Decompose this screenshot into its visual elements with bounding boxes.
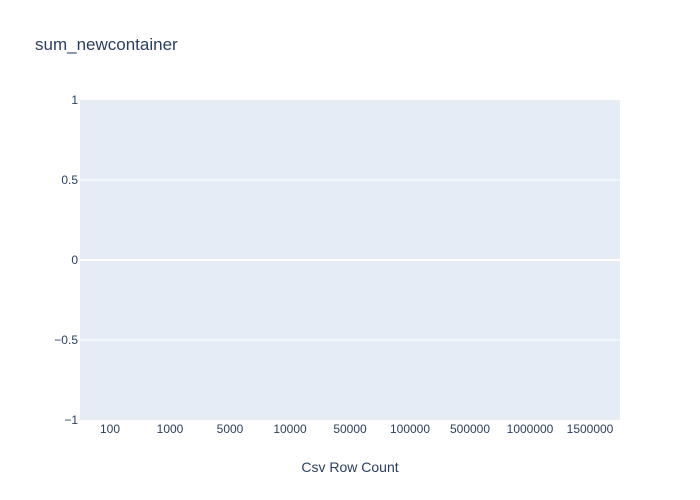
- x-tick-label: 10000: [273, 422, 307, 436]
- y-tick-label: −0.5: [54, 333, 78, 347]
- x-tick-label: 1000000: [507, 422, 554, 436]
- y-tick-label: 0: [71, 253, 78, 267]
- y-tick-label: 1: [71, 93, 78, 107]
- x-axis-tick-labels: 100 1000 5000 10000 50000 100000 500000 1000000…: [100, 422, 614, 436]
- x-tick-label: 1500000: [567, 422, 614, 436]
- y-axis-tick-labels: 1 0.5 0 −0.5 −1: [54, 93, 78, 427]
- y-tick-label: 0.5: [61, 173, 78, 187]
- x-axis-title: Csv Row Count: [301, 459, 398, 475]
- x-tick-label: 100: [100, 422, 120, 436]
- x-tick-label: 50000: [333, 422, 367, 436]
- x-tick-label: 100000: [390, 422, 430, 436]
- y-tick-label: −1: [64, 413, 78, 427]
- chart-title: sum_newcontainer: [35, 35, 178, 54]
- x-tick-label: 1000: [157, 422, 184, 436]
- x-tick-label: 5000: [217, 422, 244, 436]
- x-tick-label: 500000: [450, 422, 490, 436]
